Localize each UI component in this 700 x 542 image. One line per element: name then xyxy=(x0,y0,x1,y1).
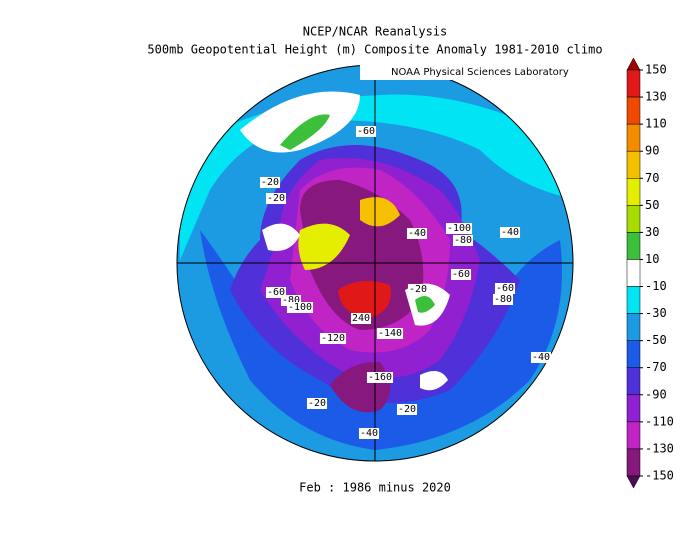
colorbar-segment xyxy=(626,367,641,396)
colorbar-segment xyxy=(626,123,641,152)
colorbar-label: -130 xyxy=(645,441,674,455)
colorbar-segment xyxy=(626,259,641,287)
colorbar-label: 130 xyxy=(645,90,667,104)
colorbar-label: 150 xyxy=(645,63,667,77)
colorbar-label: -90 xyxy=(645,387,667,401)
contour-label: -60 xyxy=(452,269,470,280)
contour-label: -80 xyxy=(494,294,512,305)
contour-label-bg xyxy=(450,269,472,280)
contour-label: -100 xyxy=(288,302,312,313)
contour-label: -20 xyxy=(261,177,279,188)
contour-label: -40 xyxy=(532,352,550,363)
contour-label-bg xyxy=(530,352,552,363)
contour-label-bg xyxy=(445,223,473,234)
contour-label-bg xyxy=(494,283,516,294)
contour-label: -120 xyxy=(321,333,345,344)
colorbar-segment xyxy=(626,232,641,260)
colorbar-arrow xyxy=(626,475,641,489)
colorbar-label: -70 xyxy=(645,360,667,374)
footer: Feb : 1986 minus 2020 xyxy=(299,481,451,495)
contour-label: -140 xyxy=(378,328,402,339)
colorbar-arrow xyxy=(626,57,641,71)
contour-label: -80 xyxy=(454,235,472,246)
title: NCEP/NCAR Reanalysis xyxy=(303,25,448,39)
contour-label: -40 xyxy=(360,428,378,439)
contour-label-bg xyxy=(350,313,372,324)
contour-label-bg xyxy=(396,404,418,415)
contour-label-bg xyxy=(406,228,428,239)
contour-label: -40 xyxy=(501,227,519,238)
contour-label: -60 xyxy=(357,126,375,137)
contour-label: -80 xyxy=(282,295,300,306)
contour-label: 240 xyxy=(352,313,370,324)
contour-label: -20 xyxy=(409,284,427,295)
contour-label: -60 xyxy=(267,287,285,298)
contour-label-bg xyxy=(492,294,514,305)
colorbar-label: 70 xyxy=(645,171,659,185)
colorbar-segment xyxy=(626,448,641,477)
colorbar-segment xyxy=(626,286,641,314)
contour-label: -60 xyxy=(496,283,514,294)
contour-label-bg xyxy=(259,177,281,188)
colorbar-segment xyxy=(626,421,641,450)
contour-label-bg xyxy=(280,295,302,306)
contour-label-bg xyxy=(366,372,394,383)
contour-label: -20 xyxy=(398,404,416,415)
contour-label-bg xyxy=(265,193,287,204)
contour-label-bg xyxy=(358,428,380,439)
contour-label-bg xyxy=(319,333,347,344)
contour-label: -100 xyxy=(447,223,471,234)
contour-label-bg xyxy=(407,284,429,295)
colorbar-label: 90 xyxy=(645,144,659,158)
source-box xyxy=(360,64,575,80)
colorbar-segment xyxy=(626,96,641,125)
colorbar-segment xyxy=(626,394,641,423)
colorbar-segment xyxy=(626,340,641,368)
subtitle: 500mb Geopotential Height (m) Composite … xyxy=(147,43,602,57)
colorbar-label: 50 xyxy=(645,198,659,212)
colorbar-label: -10 xyxy=(645,279,667,293)
contour-label-bg xyxy=(355,126,377,137)
contour-label-bg xyxy=(376,328,404,339)
colorbar-label: 10 xyxy=(645,252,659,266)
colorbar-label: -50 xyxy=(645,333,667,347)
colorbar-segment xyxy=(626,313,641,341)
contour-label-bg xyxy=(306,398,328,409)
colorbar-segment xyxy=(626,178,641,206)
source: NOAA Physical Sciences Laboratory xyxy=(391,67,569,78)
contour-label-bg xyxy=(265,287,287,298)
colorbar-label: -150 xyxy=(645,469,674,483)
colorbar-label: -110 xyxy=(645,414,674,428)
contour-label: -20 xyxy=(308,398,326,409)
contour-label-bg xyxy=(286,302,314,313)
contour-label: -40 xyxy=(408,228,426,239)
contour-label: -20 xyxy=(267,193,285,204)
colorbar-segment xyxy=(626,205,641,233)
colorbar-label: 110 xyxy=(645,117,667,131)
contour-label-bg xyxy=(452,235,474,246)
colorbar-segment xyxy=(626,150,641,179)
contour-label-bg xyxy=(499,227,521,238)
colorbar-label: 30 xyxy=(645,225,659,239)
contour-label: -160 xyxy=(368,372,392,383)
colorbar-label: -30 xyxy=(645,306,667,320)
colorbar-segment xyxy=(626,69,641,98)
